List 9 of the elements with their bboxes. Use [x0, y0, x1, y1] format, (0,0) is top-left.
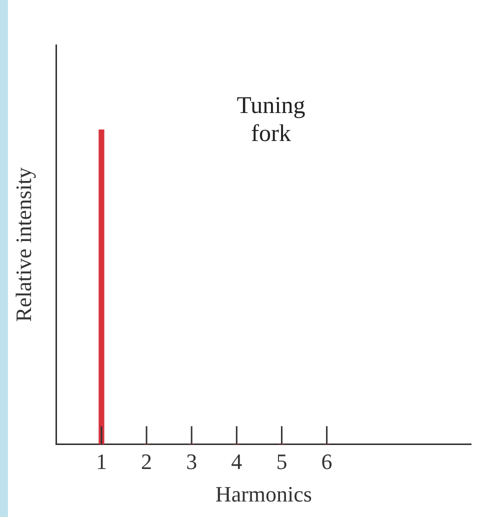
x-tick-label: 2: [141, 449, 152, 474]
x-tick-label: 6: [321, 449, 332, 474]
x-tick-label: 5: [276, 449, 288, 474]
annotation: Tuning fork: [236, 92, 306, 148]
x-axis-title: Harmonics: [215, 482, 312, 507]
x-tick-label: 4: [231, 449, 242, 474]
x-tick-label: 1: [96, 449, 107, 474]
y-axis-title: Relative intensity: [10, 167, 36, 322]
x-tick-label: 3: [186, 449, 198, 474]
